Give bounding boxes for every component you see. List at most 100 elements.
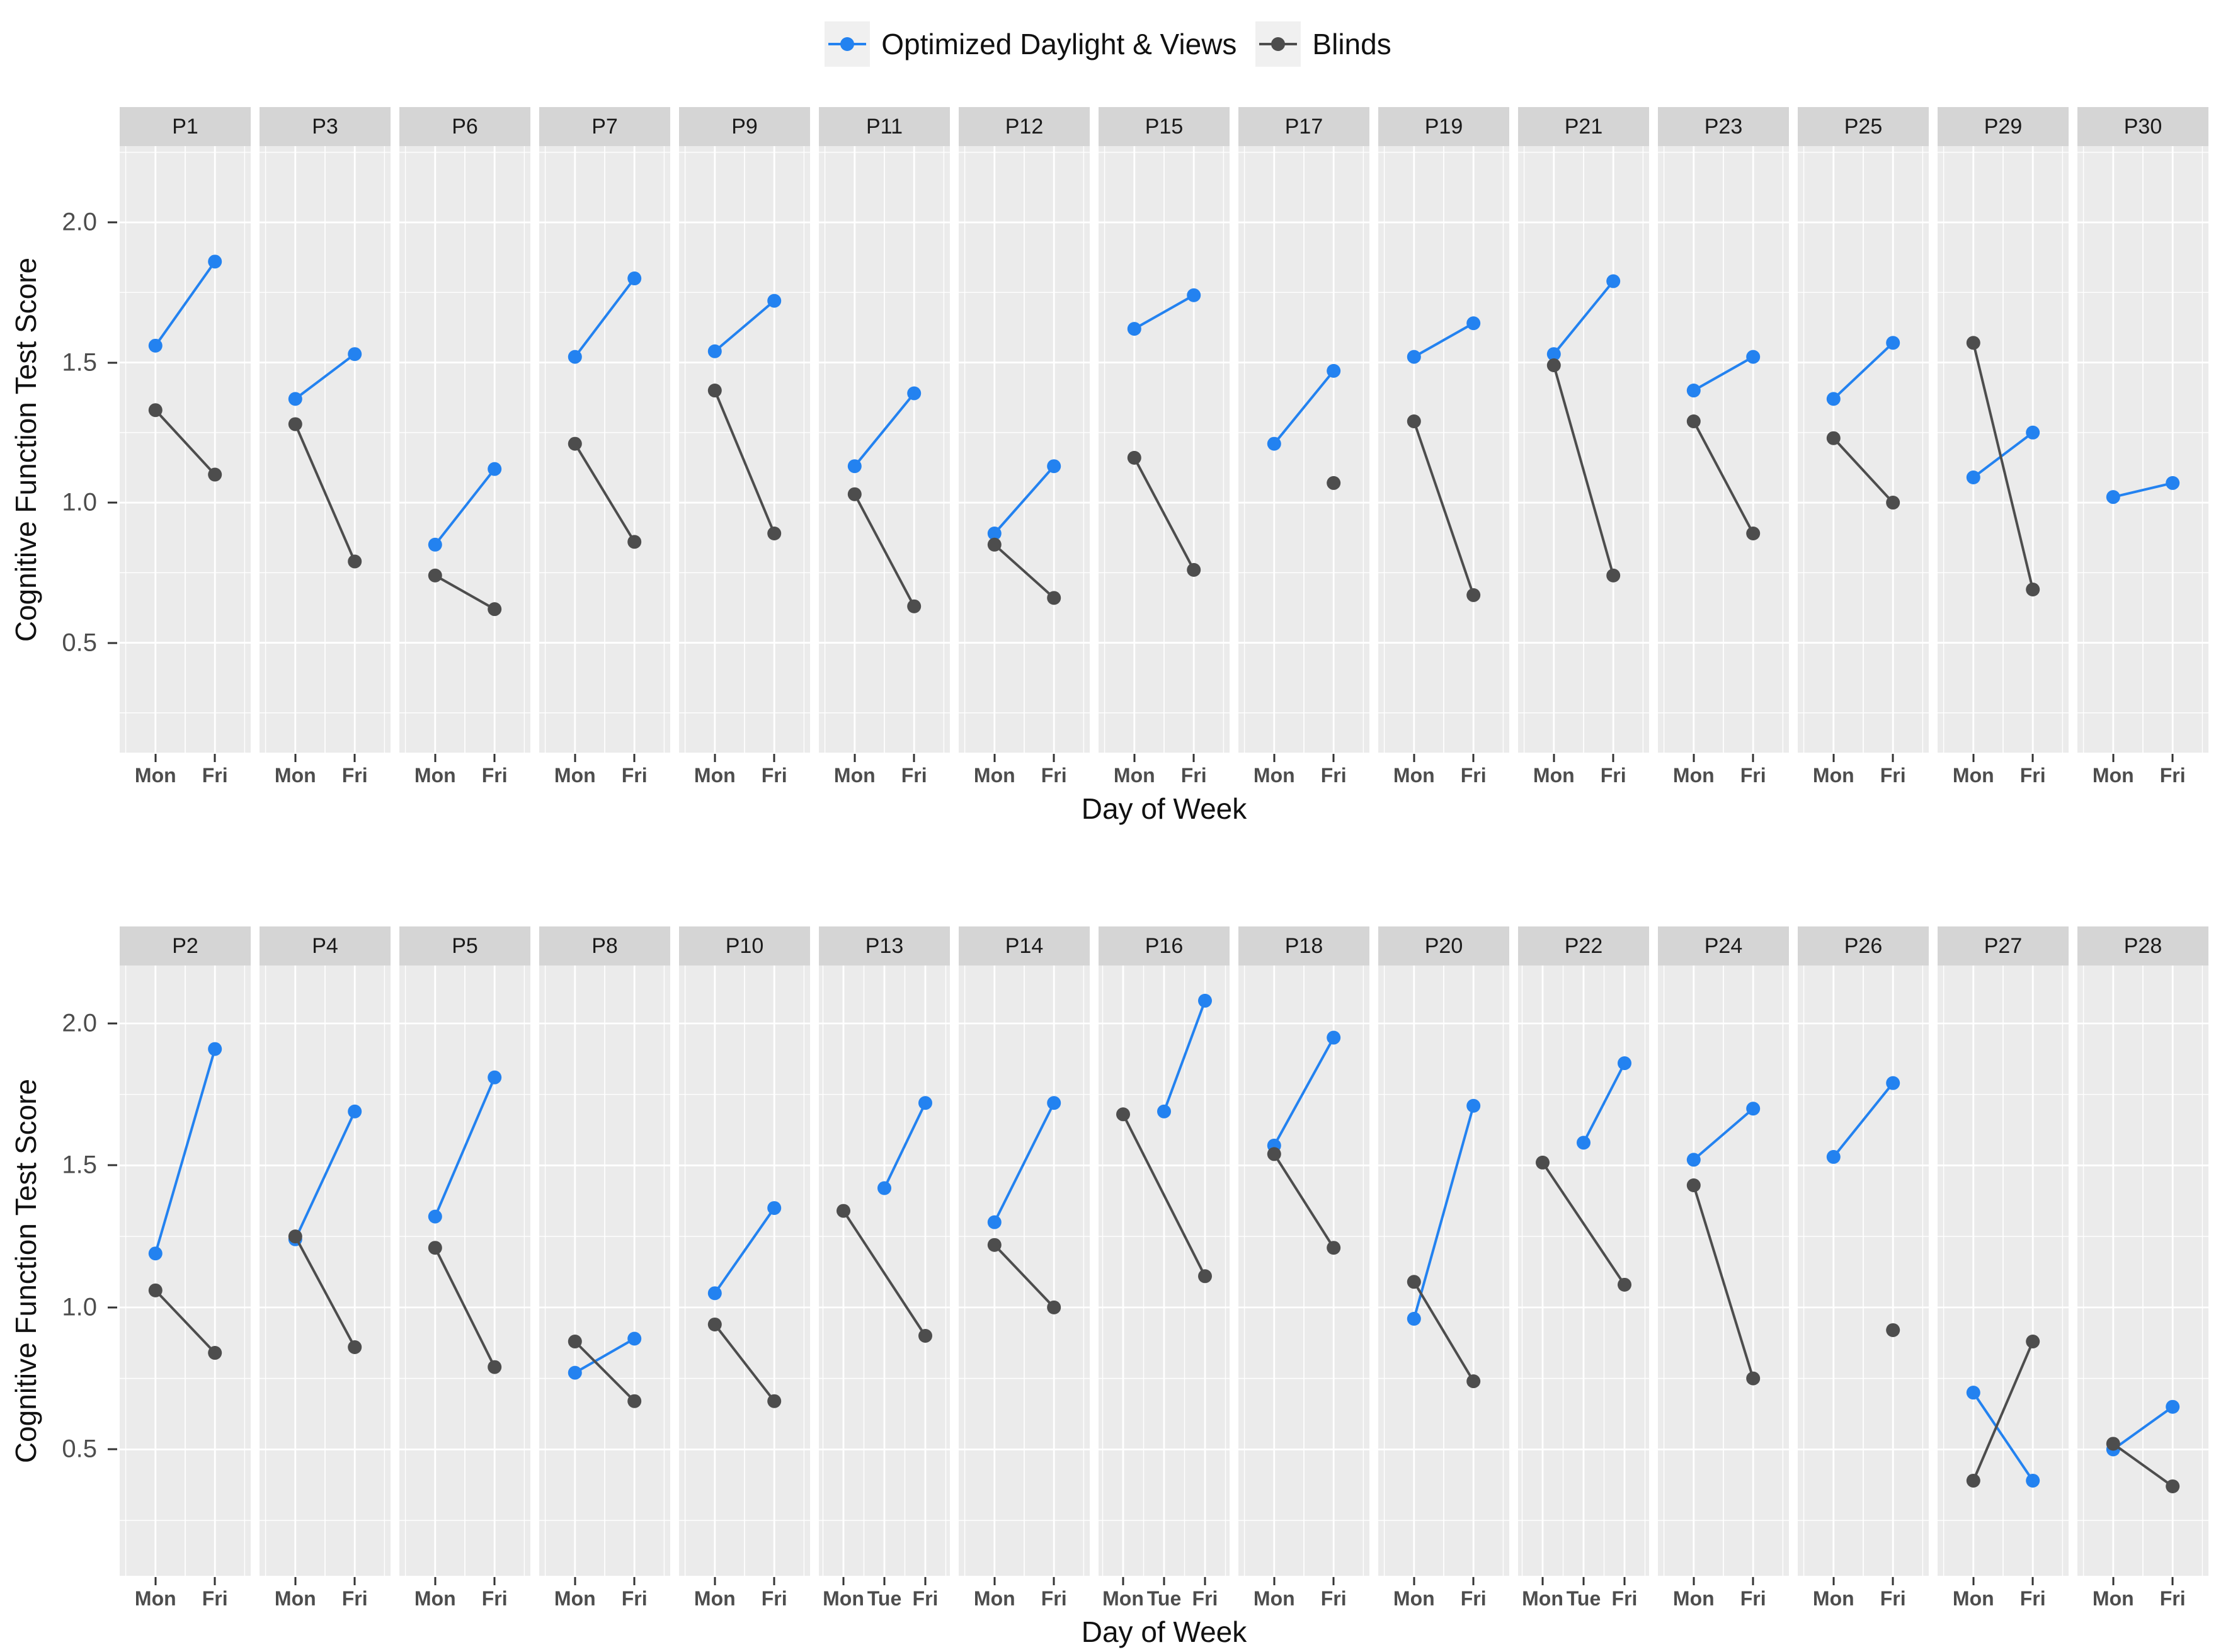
x-tick-mark — [1163, 1577, 1165, 1585]
facet-plot-p18 — [1238, 966, 1369, 1576]
facet-plot-p17 — [1238, 146, 1369, 753]
facet-strip: P2 — [120, 926, 251, 966]
panels-area: P1 Mon Fri P3 Mon Fri P6 Mon Fri P7 Mon Fri P9 Mon Fri… — [120, 107, 2208, 826]
facet-plot-p23 — [1658, 146, 1789, 753]
x-tick-mark — [1752, 1577, 1754, 1585]
facet-plot-p9 — [679, 146, 810, 753]
x-ticks: Mon Tue Fri — [1518, 1576, 1649, 1612]
x-ticks: Mon Fri — [1938, 753, 2069, 789]
facet-panel-p4: P4 Mon Fri — [260, 926, 391, 1612]
facet-plot-p15 — [1099, 146, 1230, 753]
x-ticks: Mon Fri — [399, 753, 530, 789]
facet-strip: P3 — [260, 107, 391, 146]
x-tick-label: Mon — [274, 1587, 316, 1610]
facet-strip: P13 — [819, 926, 950, 966]
x-tick-label: Fri — [481, 764, 508, 787]
x-tick-mark — [1612, 754, 1614, 762]
x-tick-label: Tue — [1146, 1587, 1182, 1610]
legend-item-blinds: Blinds — [1255, 21, 1391, 67]
x-tick-mark — [913, 754, 915, 762]
facet-plot-p11 — [819, 146, 950, 753]
x-tick-mark — [1693, 1577, 1695, 1585]
facet-panel-p6: P6 Mon Fri — [399, 107, 530, 789]
x-tick-mark — [434, 754, 437, 762]
x-tick-mark — [1413, 1577, 1415, 1585]
facet-plot-p21 — [1518, 146, 1649, 753]
facet-panel-p9: P9 Mon Fri — [679, 107, 810, 789]
facet-strip: P20 — [1378, 926, 1509, 966]
facet-panel-p1: P1 Mon Fri — [120, 107, 251, 789]
x-tick-mark — [1273, 754, 1276, 762]
facet-plot-p16 — [1099, 966, 1230, 1576]
x-tick-mark — [924, 1577, 927, 1585]
x-tick-label: Mon — [554, 764, 596, 787]
x-ticks: Mon Fri — [260, 1576, 391, 1612]
x-tick-label: Mon — [1812, 1587, 1854, 1610]
x-ticks: Mon Fri — [2077, 753, 2208, 789]
x-tick-label: Mon — [973, 1587, 1015, 1610]
x-ticks: Mon Fri — [539, 753, 670, 789]
x-tick-label: Mon — [554, 1587, 596, 1610]
x-ticks: Mon Fri — [1238, 753, 1369, 789]
x-tick-mark — [714, 1577, 716, 1585]
x-tick-label: Fri — [1041, 1587, 1067, 1610]
facet-strip: P6 — [399, 107, 530, 146]
x-tick-mark — [574, 1577, 576, 1585]
facet-plot-p14 — [959, 966, 1090, 1576]
x-ticks: Mon Fri — [959, 753, 1090, 789]
line-dot-icon — [1259, 37, 1298, 51]
facet-plot-p2 — [120, 966, 251, 1576]
y-tick-label: 2.0 — [62, 208, 97, 236]
y-tick-label: 1.5 — [62, 348, 97, 377]
facet-plot-p8 — [539, 966, 670, 1576]
y-tick-label: 0.5 — [62, 629, 97, 657]
x-tick-label: Fri — [1460, 1587, 1487, 1610]
facet-strip: P11 — [819, 107, 950, 146]
x-tick-mark — [1832, 754, 1835, 762]
facet-row-2: Cognitive Function Test Score 2.0 1.5 1.0 0.… — [0, 926, 2216, 1649]
x-tick-label: Fri — [1880, 1587, 1906, 1610]
facet-panel-p21: P21 Mon Fri — [1518, 107, 1649, 789]
x-tick-label: Fri — [1192, 1587, 1218, 1610]
x-tick-mark — [294, 754, 297, 762]
facet-panel-p2: P2 Mon Fri — [120, 926, 251, 1612]
x-tick-mark — [353, 1577, 356, 1585]
x-tick-mark — [2031, 754, 2034, 762]
facet-panel-p23: P23 Mon Fri — [1658, 107, 1789, 789]
facet-panel-p27: P27 Mon Fri — [1938, 926, 2069, 1612]
facet-panel-p3: P3 Mon Fri — [260, 107, 391, 789]
facet-plot-p6 — [399, 146, 530, 753]
x-tick-label: Mon — [1672, 764, 1715, 787]
x-tick-mark — [434, 1577, 437, 1585]
y-tick-mark — [108, 1448, 117, 1450]
facet-strip: P4 — [260, 926, 391, 966]
x-tick-label: Mon — [2092, 1587, 2134, 1610]
x-ticks: Mon Fri — [120, 753, 251, 789]
facet-panel-p8: P8 Mon Fri — [539, 926, 670, 1612]
legend: Optimized Daylight & Views Blinds — [0, 0, 2216, 69]
x-tick-label: Tue — [1566, 1587, 1601, 1610]
x-ticks: Mon Fri — [1238, 1576, 1369, 1612]
y-tick-label: 1.0 — [62, 488, 97, 516]
x-tick-label: Fri — [1320, 764, 1347, 787]
x-tick-label: Mon — [414, 764, 456, 787]
facet-panel-p16: P16 Mon Tue Fri — [1099, 926, 1230, 1612]
x-ticks: Mon Fri — [1099, 753, 1230, 789]
x-axis-title: Day of Week — [1081, 792, 1247, 825]
x-tick-label: Mon — [694, 764, 736, 787]
x-tick-label: Tue — [867, 1587, 902, 1610]
x-tick-label: Fri — [761, 764, 787, 787]
x-ticks: Mon Fri — [120, 1576, 251, 1612]
x-tick-label: Mon — [2092, 764, 2134, 787]
facet-plot-p28 — [2077, 966, 2208, 1576]
facet-strip: P24 — [1658, 926, 1789, 966]
y-tick-mark — [108, 642, 117, 644]
x-ticks: Mon Fri — [1798, 1576, 1929, 1612]
x-tick-mark — [1472, 754, 1475, 762]
legend-label-blinds: Blinds — [1312, 28, 1391, 60]
facet-plot-p4 — [260, 966, 391, 1576]
x-tick-label: Mon — [1672, 1587, 1715, 1610]
facet-plot-p25 — [1798, 146, 1929, 753]
facet-plot-p3 — [260, 146, 391, 753]
y-axis: Cognitive Function Test Score 2.0 1.5 1.0 0.… — [0, 107, 120, 826]
